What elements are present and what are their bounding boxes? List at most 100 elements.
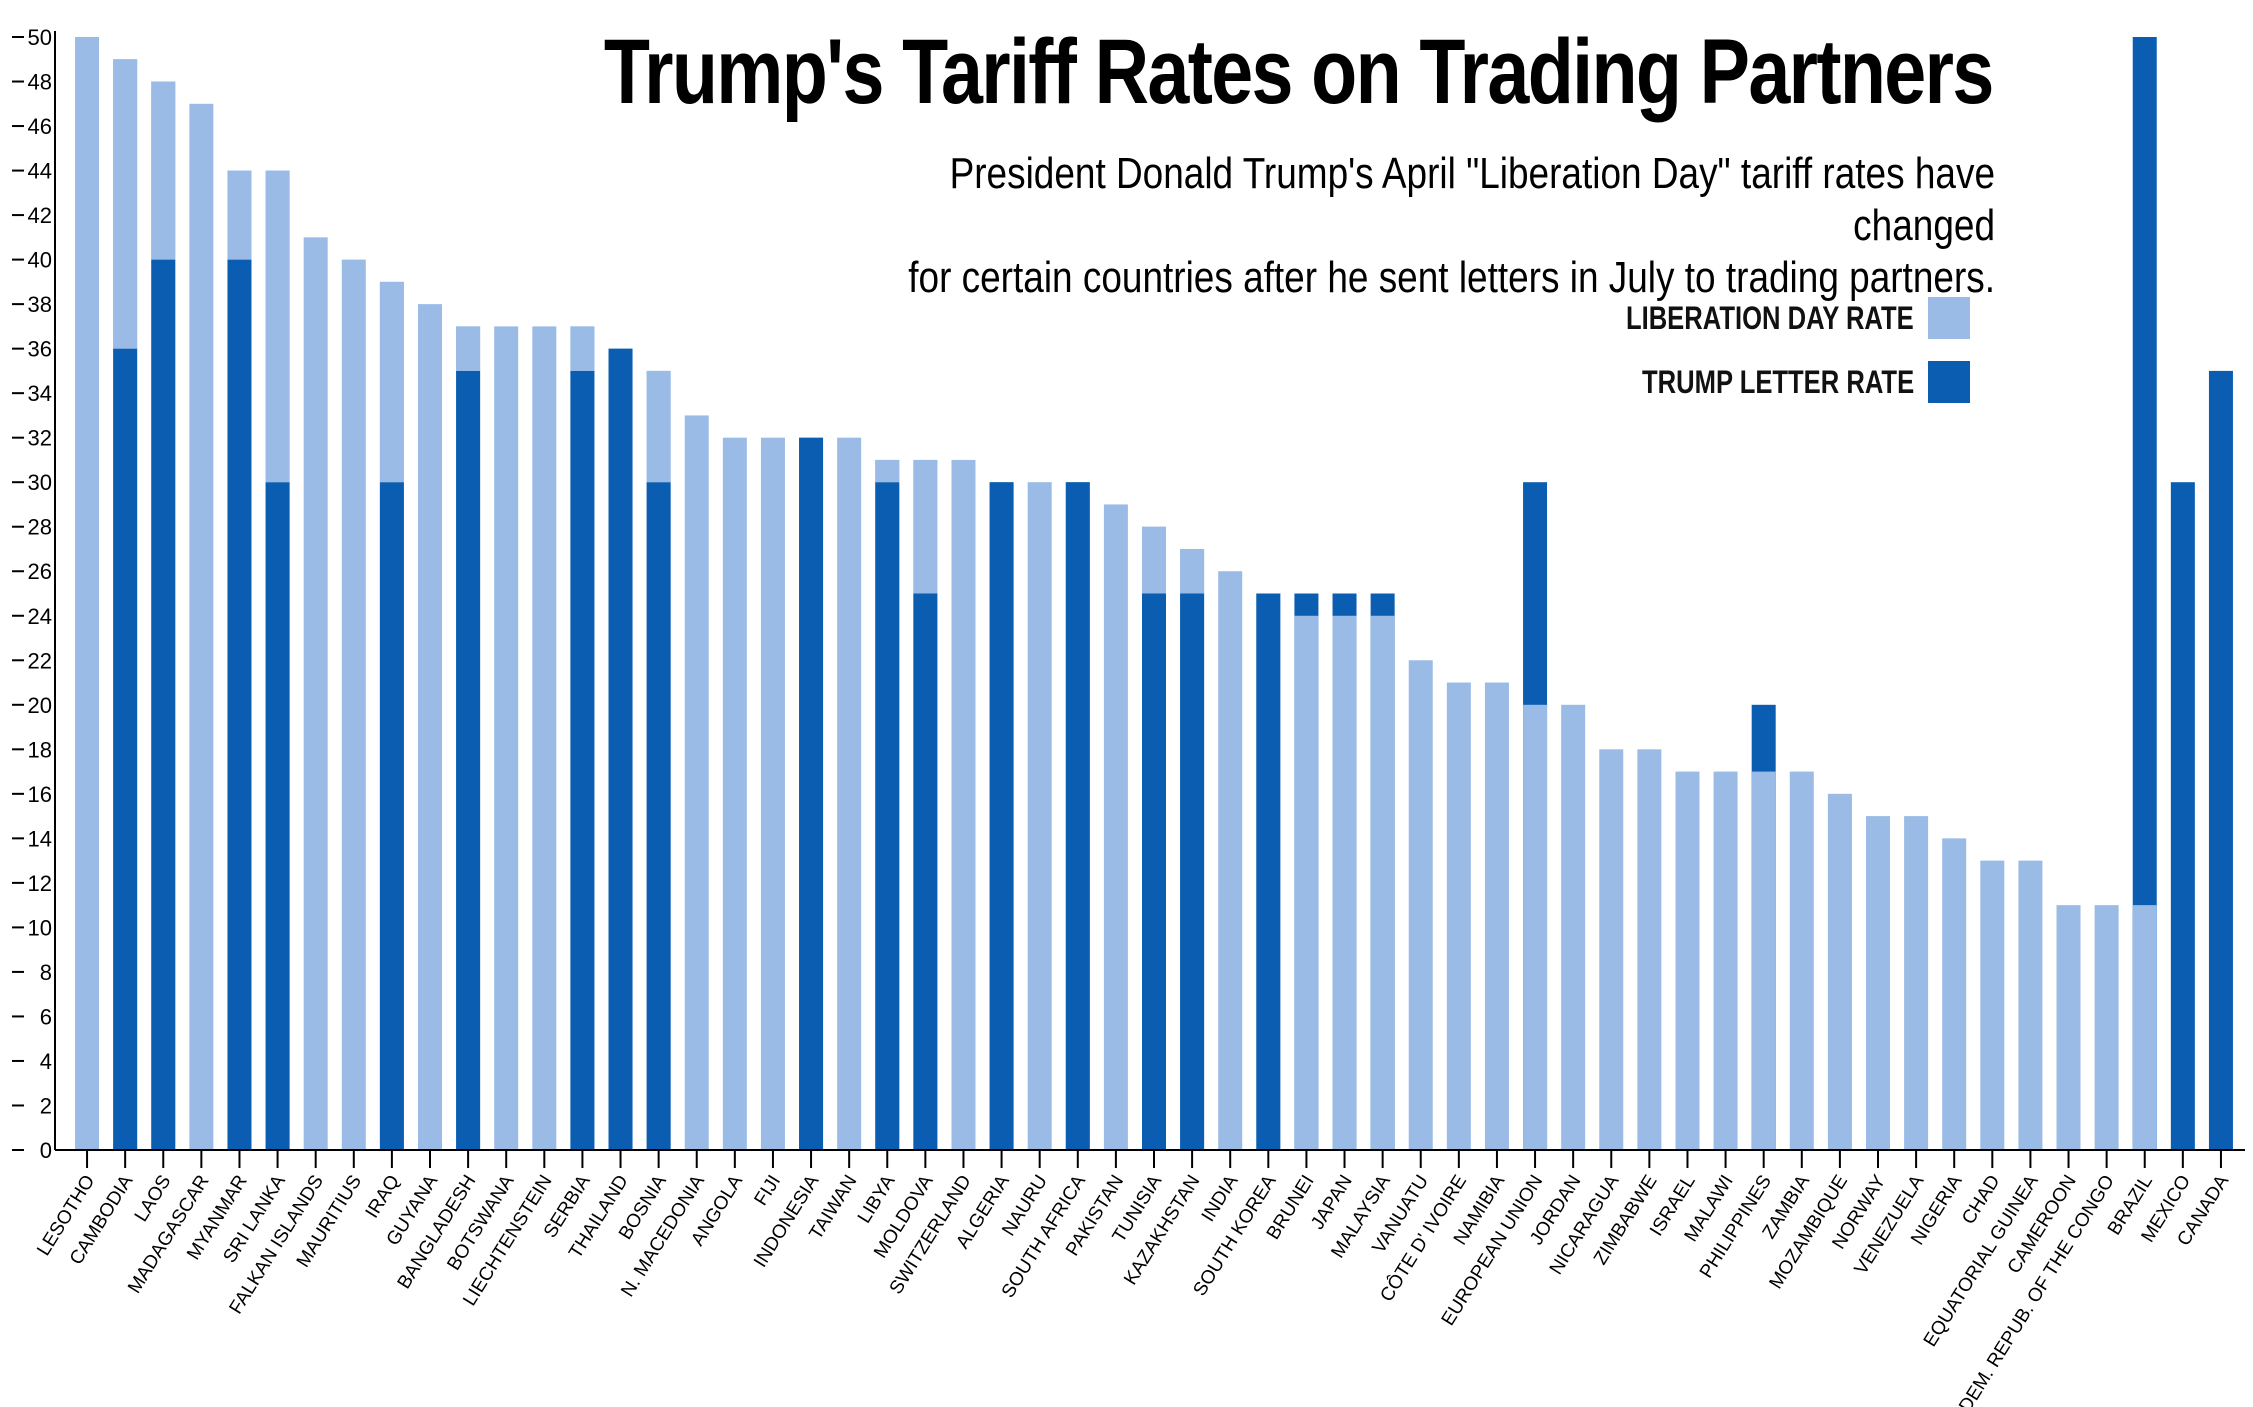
subtitle-line-2: for certain countries after he sent lett… [908,253,1995,302]
bar-liberation-day [2094,905,2119,1150]
bar-trump-letter [608,348,633,1150]
bar-liberation-day [1980,860,2005,1150]
bar-liberation-day [1713,771,1738,1150]
bar-liberation-day [1942,838,1967,1150]
y-tick-label: 26 [28,559,52,584]
y-tick-label: 40 [28,248,52,273]
bar-liberation-day-base [1751,771,1776,1150]
bar-liberation-day [1637,749,1662,1150]
y-tick-label: 10 [28,915,52,940]
y-tick-label: 8 [40,960,52,985]
bar-liberation-day [303,237,328,1151]
bar-liberation-day [417,304,443,1150]
bar-trump-letter [151,259,176,1151]
y-tick-label: 50 [28,25,52,50]
bar-liberation-day [2018,860,2043,1150]
y-tick-label: 42 [28,203,52,228]
y-tick-label: 2 [40,1093,52,1118]
bar-liberation-day [75,37,100,1150]
bar-liberation-day-cap [570,326,595,371]
bar-liberation-day-base [1294,615,1319,1150]
y-tick-label: 34 [28,381,52,406]
legend-swatch-liberation [1928,297,1970,339]
y-tick-label: 44 [28,159,52,184]
bar-trump-letter [913,593,938,1150]
bar-liberation-day-cap [646,370,671,483]
y-tick-label: 28 [28,515,52,540]
legend-label-liberation: LIBERATION DAY RATE [1626,299,1914,336]
x-tick-label: FIJI [751,1172,786,1210]
bar-liberation-day [684,415,709,1150]
y-tick-label: 24 [28,604,52,629]
bar-liberation-day-cap [875,459,900,483]
bar-liberation-day-cap [379,281,404,483]
bar-liberation-day [1789,771,1814,1150]
bar-liberation-day [1561,704,1586,1150]
subtitle-line-1: President Donald Trump's April "Liberati… [949,149,1996,250]
bar-trump-letter [265,482,290,1150]
y-tick-label: 12 [28,871,52,896]
bar-trump-letter [875,482,900,1150]
bar-liberation-day-cap [113,59,138,349]
legend-item-letter: TRUMP LETTER RATE [1554,360,1970,404]
bar-liberation-day-base [1523,704,1548,1150]
bar-liberation-day-cap [227,170,252,260]
bar-liberation-day [760,437,785,1150]
bar-liberation-day [1675,771,1700,1150]
y-tick-label: 30 [28,470,52,495]
bar-trump-letter [799,437,824,1150]
bar-liberation-day-cap [913,459,938,594]
bar-liberation-day [1484,682,1509,1150]
y-tick-label: 0 [40,1138,52,1163]
bar-trump-letter [456,370,481,1150]
bar-trump-letter [1180,593,1205,1150]
bar-liberation-day [1408,660,1433,1150]
bar-liberation-day [837,437,862,1150]
bar-liberation-day [1827,793,1852,1150]
bar-liberation-day-base [2132,905,2157,1150]
bar-liberation-day [722,437,747,1150]
bar-trump-letter [113,348,138,1150]
chart-legend: LIBERATION DAY RATE TRUMP LETTER RATE [1554,296,1970,424]
bar-trump-letter [989,482,1014,1150]
legend-item-liberation: LIBERATION DAY RATE [1554,296,1970,340]
bar-liberation-day-cap [1141,526,1167,594]
bar-liberation-day [189,103,214,1150]
chart-title: Trump's Tariff Rates on Trading Partners [604,21,1994,123]
bar-trump-letter [2170,482,2195,1150]
bar-liberation-day [532,326,557,1150]
bar-trump-letter [1065,482,1090,1150]
y-tick-label: 16 [28,782,52,807]
bar-liberation-day [1218,571,1243,1150]
bar-liberation-day-base [1332,615,1357,1150]
bar-liberation-day [1865,816,1891,1150]
bar-liberation-day [1599,749,1624,1150]
bar-trump-letter [379,482,404,1150]
bar-trump-letter [1256,593,1281,1150]
bar-liberation-day [341,259,366,1151]
bar-liberation-day-cap [265,170,290,483]
bar-trump-letter [646,482,671,1150]
bar-trump-letter [1141,593,1167,1150]
y-tick-label: 18 [28,737,52,762]
bar-liberation-day [1027,482,1052,1150]
y-tick-label: 38 [28,292,52,317]
y-tick-label: 6 [40,1004,52,1029]
bar-liberation-day-cap [151,81,176,260]
legend-swatch-letter [1928,361,1970,403]
chart-subtitle: President Donald Trump's April "Liberati… [819,148,1995,304]
y-tick-label: 36 [28,337,52,362]
y-tick-label: 48 [28,70,52,95]
y-tick-label: 32 [28,426,52,451]
bar-liberation-day [1904,816,1929,1150]
y-tick-label: 22 [28,648,52,673]
legend-label-letter: TRUMP LETTER RATE [1641,363,1914,400]
bar-trump-letter [227,259,252,1151]
bar-trump-letter [570,370,595,1150]
bar-liberation-day [1103,504,1128,1151]
y-tick-label: 14 [28,826,52,851]
y-tick-label: 46 [28,114,52,139]
bar-liberation-day-cap [456,326,481,371]
bar-liberation-day-base [1370,615,1395,1150]
